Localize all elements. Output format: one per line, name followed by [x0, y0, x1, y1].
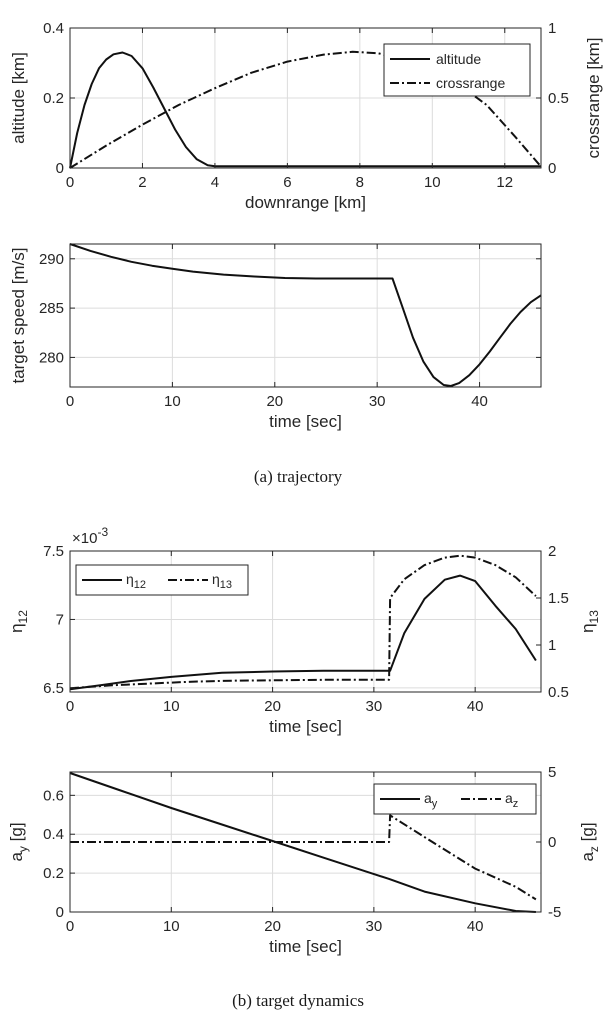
caption-a: (a) trajectory [254, 467, 343, 486]
y2-tick-label: 0.5 [548, 684, 569, 701]
legend-label: ay [424, 790, 438, 810]
axes-box [69, 243, 542, 388]
y-tick-label: 7 [56, 611, 64, 628]
series-line-ay [69, 772, 536, 913]
x-tick-label: 12 [496, 174, 513, 191]
legend-label: crossrange [436, 75, 505, 91]
x-axis-label: downrange [km] [245, 193, 366, 212]
x-tick-label: 20 [264, 918, 281, 935]
x-tick-label: 30 [366, 918, 383, 935]
chart-trajectory-altitude: 0 2 4 6 8 10 12 0 0.2 0.4 0 0.5 1 downrange [km] altit… [9, 20, 603, 212]
legend: ay az [373, 783, 537, 815]
chart-eta: 0 10 20 30 40 6.5 7 7.5 0.5 1 1.5 2 time [sec] η12 η13… [7, 525, 601, 736]
y2-tick-label: 1 [548, 20, 556, 37]
legend-label: η13 [212, 571, 232, 591]
y-tick-label: 280 [39, 349, 64, 366]
legend-box [383, 43, 531, 97]
x-tick-label: 40 [471, 393, 488, 410]
chart-accel: 0 10 20 30 40 0 0.2 0.4 0.6 -5 0 5 time [sec] ay [g] a… [7, 764, 601, 956]
y2-tick-label: 0 [548, 834, 556, 851]
legend: η12 η13 [75, 564, 249, 596]
series-line-altitude [69, 51, 541, 169]
y2-tick-label: 0.5 [548, 90, 569, 107]
x-tick-label: 40 [467, 698, 484, 715]
y-tick-label: 0.2 [43, 90, 64, 107]
legend-label: az [505, 790, 518, 810]
y-tick-label: 290 [39, 251, 64, 268]
y-tick-label: 0.4 [43, 826, 64, 843]
y-tick-label: 0.2 [43, 865, 64, 882]
series-line-series-0 [69, 243, 542, 387]
y2-tick-label: 2 [548, 543, 556, 560]
caption-b: (b) target dynamics [232, 991, 364, 1010]
y-tick-label: 0 [56, 160, 64, 177]
y-tick-label: 0.4 [43, 20, 64, 37]
y-axis-label: η12 [7, 610, 30, 633]
series-line-az [70, 814, 537, 901]
y-tick-label: 6.5 [43, 680, 64, 697]
x-tick-label: 2 [138, 174, 146, 191]
x-axis-label: time [sec] [269, 937, 342, 956]
x-tick-label: 30 [369, 393, 386, 410]
x-tick-label: 4 [211, 174, 219, 191]
y-axis-label: target speed [m/s] [9, 247, 28, 383]
x-tick-label: 10 [164, 393, 181, 410]
x-tick-label: 6 [283, 174, 291, 191]
legend-label: η12 [126, 571, 146, 591]
y-axis-label: ay [g] [7, 822, 30, 861]
y-tick-label: 285 [39, 300, 64, 317]
series-line-η13 [69, 554, 537, 690]
y2-tick-label: -5 [548, 904, 561, 921]
x-axis-label: time [sec] [269, 717, 342, 736]
y2-axis-label: az [g] [578, 822, 601, 861]
x-tick-label: 0 [66, 393, 74, 410]
x-tick-label: 0 [66, 918, 74, 935]
y2-tick-label: 5 [548, 764, 556, 781]
x-tick-label: 20 [266, 393, 283, 410]
y2-tick-label: 1 [548, 637, 556, 654]
x-tick-label: 30 [366, 698, 383, 715]
x-tick-label: 10 [163, 918, 180, 935]
x-tick-label: 8 [356, 174, 364, 191]
x-tick-label: 10 [163, 698, 180, 715]
plot-area [70, 244, 541, 387]
legend: altitude crossrange [383, 43, 531, 97]
x-tick-label: 0 [66, 698, 74, 715]
series-line-crossrange [69, 50, 542, 169]
x-tick-label: 0 [66, 174, 74, 191]
axes-box [69, 550, 542, 693]
legend-label: altitude [436, 51, 481, 67]
y2-axis-label: η13 [578, 610, 601, 633]
y-axis-label: altitude [km] [9, 52, 28, 144]
x-tick-label: 10 [424, 174, 441, 191]
x-axis-label: time [sec] [269, 412, 342, 431]
y2-axis-label: crossrange [km] [584, 38, 603, 159]
y-tick-label: 0.6 [43, 787, 64, 804]
chart-target-speed: 0 10 20 30 40 280 285 290 time [sec] target speed… [9, 243, 542, 431]
y-tick-label: 0 [56, 904, 64, 921]
y2-tick-label: 1.5 [548, 590, 569, 607]
y-exponent-label: ×10-3 [72, 525, 108, 547]
x-tick-label: 40 [467, 918, 484, 935]
y2-tick-label: 0 [548, 160, 556, 177]
x-tick-label: 20 [264, 698, 281, 715]
y-tick-label: 7.5 [43, 543, 64, 560]
